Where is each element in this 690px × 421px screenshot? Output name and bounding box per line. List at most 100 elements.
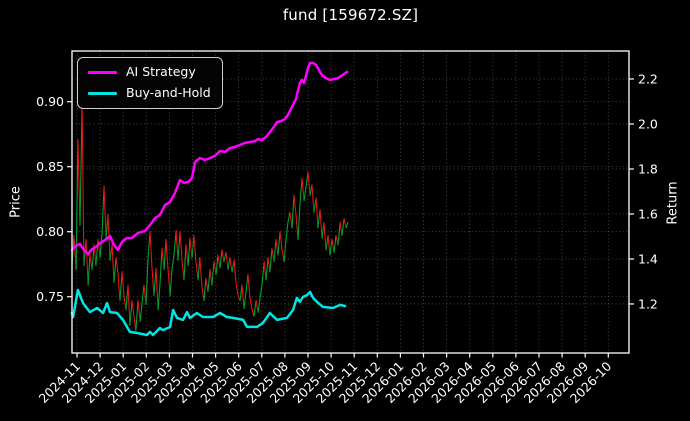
price-segment (285, 222, 289, 241)
price-segment (325, 235, 329, 251)
price-segment (311, 184, 315, 213)
legend: AI Strategy Buy-and-Hold (77, 57, 223, 109)
price-segment (295, 214, 299, 241)
price-segment (245, 274, 249, 293)
price-segment (255, 300, 259, 313)
price-segment (145, 259, 149, 306)
price-segment (103, 185, 107, 239)
price-segment (167, 268, 171, 296)
price-segment (137, 300, 141, 322)
price-segment (111, 244, 115, 283)
price-segment (317, 209, 321, 229)
price-segment (305, 171, 309, 189)
price-segment (273, 238, 277, 263)
price-segment (151, 268, 155, 296)
price-tick-label: 0.85 (36, 159, 64, 174)
price-segment (291, 194, 295, 229)
price-segment (141, 284, 145, 306)
price-segment (113, 257, 117, 283)
price-segment (81, 102, 85, 267)
price-segment (229, 257, 233, 273)
price-segment (243, 290, 247, 309)
price-segment (171, 254, 175, 270)
price-segment (135, 300, 139, 332)
price-segment (197, 257, 201, 281)
price-segment (121, 271, 125, 296)
price-segment (101, 185, 105, 237)
price-segment (215, 254, 219, 276)
plot-border (71, 50, 630, 354)
price-segment (119, 271, 123, 302)
price-segment (275, 238, 279, 256)
series-buy-and-hold (70, 288, 347, 337)
price-segment (327, 235, 331, 256)
price-segment (189, 237, 193, 259)
legend-label-buy-and-hold: Buy-and-Hold (126, 85, 211, 101)
price-segment (97, 238, 101, 259)
price-segment (299, 177, 303, 205)
price-segment (179, 231, 183, 263)
price-segment (297, 203, 301, 241)
price-segment (249, 297, 253, 311)
price-segment (329, 238, 333, 256)
price-segment (127, 284, 131, 326)
price-segment (99, 235, 103, 259)
price-segment (279, 231, 283, 250)
price-segment (195, 261, 199, 281)
price-segment (79, 102, 83, 226)
price-segment (163, 238, 167, 270)
price-segment (169, 268, 173, 296)
return-tick-label: 2.2 (638, 71, 658, 86)
legend-label-ai-strategy: AI Strategy (126, 64, 196, 79)
price-segment (337, 222, 341, 246)
price-segment (77, 138, 81, 226)
price-segment (117, 271, 121, 302)
price-segment (175, 229, 179, 261)
return-tick-label: 2.0 (638, 116, 658, 131)
series-ai-strategy (70, 61, 349, 256)
price-segment (307, 171, 311, 196)
price-segment (277, 231, 281, 256)
price-segment (283, 238, 287, 263)
price-segment (217, 254, 221, 269)
price-segment (343, 218, 347, 229)
price-segment (319, 209, 323, 239)
price-segment (257, 297, 261, 313)
return-tick-label: 1.8 (638, 161, 658, 176)
price-segment (153, 267, 157, 296)
price-segment (187, 237, 191, 267)
price-segment (259, 284, 263, 299)
price-segment (87, 254, 91, 286)
price-segment (115, 257, 119, 273)
price-segment (331, 238, 335, 254)
price-segment (241, 284, 245, 309)
price-segment (193, 235, 197, 263)
price-segment (341, 218, 345, 237)
price-tick-label: 0.90 (36, 94, 64, 109)
price-segment (301, 177, 305, 202)
price-segment (173, 229, 177, 256)
price-segment (165, 238, 169, 270)
return-tick-label: 1.4 (638, 251, 658, 266)
price-segment (219, 249, 223, 269)
price-segment (233, 259, 237, 283)
price-segment (199, 257, 203, 289)
price-segment (293, 194, 297, 216)
price-segment (253, 300, 257, 317)
price-segment (333, 235, 337, 254)
chart-title: fund [159672.SZ] (282, 6, 419, 24)
price-segment (323, 222, 327, 251)
price-segment (339, 222, 343, 237)
price-segment (227, 257, 231, 270)
price-tick-label: 0.75 (36, 289, 64, 304)
buy-and-hold-line-swatch-icon (88, 91, 117, 96)
legend-item-ai-strategy: AI Strategy (88, 64, 212, 79)
price-segment (177, 231, 181, 261)
price-segment (303, 186, 307, 202)
price-segment (207, 268, 211, 293)
price-segment (345, 222, 349, 229)
price-segment (225, 251, 229, 270)
price-tick-label: 0.80 (36, 224, 64, 239)
price-segment (85, 238, 89, 286)
